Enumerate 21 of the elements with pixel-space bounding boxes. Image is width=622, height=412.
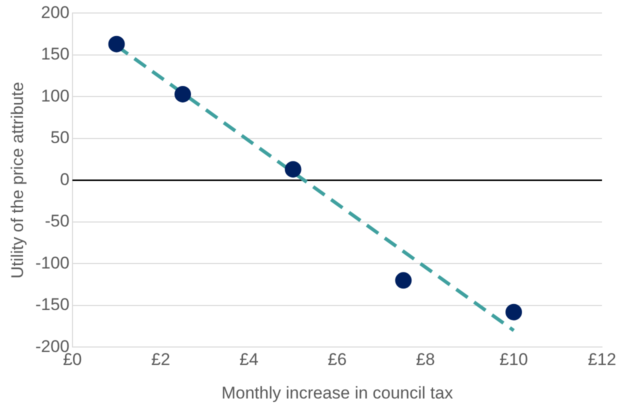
y-tick-label: -50 [44, 212, 70, 231]
x-axis-title: Monthly increase in council tax [221, 383, 454, 402]
y-tick-label: 200 [41, 2, 70, 22]
y-tick-label: 100 [41, 86, 70, 106]
y-axis-title: Utility of the price attribute [8, 82, 27, 278]
x-tick-label: £12 [588, 350, 616, 370]
point [505, 304, 522, 320]
point [108, 36, 125, 52]
x-tick-label: £10 [500, 350, 528, 370]
x-tick-label: £2 [151, 350, 170, 370]
x-tick-label: £4 [239, 350, 258, 370]
y-tick-label: 0 [60, 170, 70, 189]
x-tick-label: £6 [328, 350, 347, 370]
y-tick-label: -150 [35, 295, 70, 314]
point [284, 161, 302, 178]
y-tick-label: 150 [41, 44, 70, 64]
point [174, 86, 192, 102]
point [395, 272, 412, 289]
y-tick-label: -100 [35, 253, 70, 272]
x-tick-label: £8 [416, 350, 435, 370]
y-tick-label: 50 [50, 128, 70, 148]
